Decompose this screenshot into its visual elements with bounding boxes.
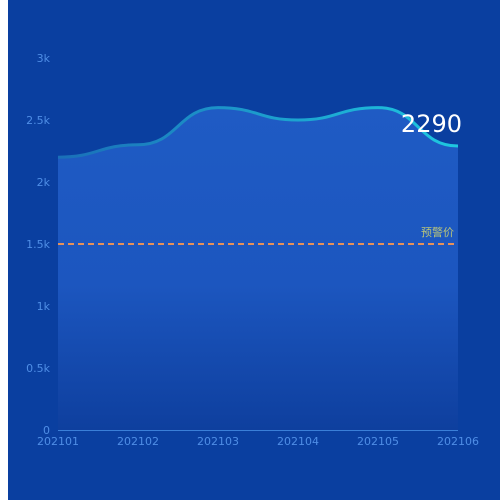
x-tick-label: 202104 bbox=[277, 435, 319, 448]
threshold-label: 预警价 bbox=[421, 225, 454, 239]
y-tick-label: 0.5k bbox=[26, 362, 50, 375]
x-tick-label: 202101 bbox=[37, 435, 79, 448]
series-line bbox=[57, 106, 459, 159]
y-tick-label: 2.5k bbox=[26, 114, 50, 127]
y-axis-ticks: 0 0.5k 1k 1.5k 2k 2.5k 3k bbox=[26, 52, 50, 437]
area-fill bbox=[58, 107, 458, 430]
y-tick-label: 2k bbox=[37, 176, 51, 189]
y-tick-label: 1.5k bbox=[26, 238, 50, 251]
x-tick-label: 202102 bbox=[117, 435, 159, 448]
x-axis-ticks: 202101 202102 202103 202104 202105 202106 bbox=[37, 435, 479, 448]
y-tick-label: 0 bbox=[43, 424, 50, 437]
last-value-label: 2290 bbox=[401, 110, 462, 138]
x-tick-label: 202103 bbox=[197, 435, 239, 448]
x-tick-label: 202106 bbox=[437, 435, 479, 448]
y-tick-label: 1k bbox=[37, 300, 51, 313]
y-tick-label: 3k bbox=[37, 52, 51, 65]
x-tick-label: 202105 bbox=[357, 435, 399, 448]
